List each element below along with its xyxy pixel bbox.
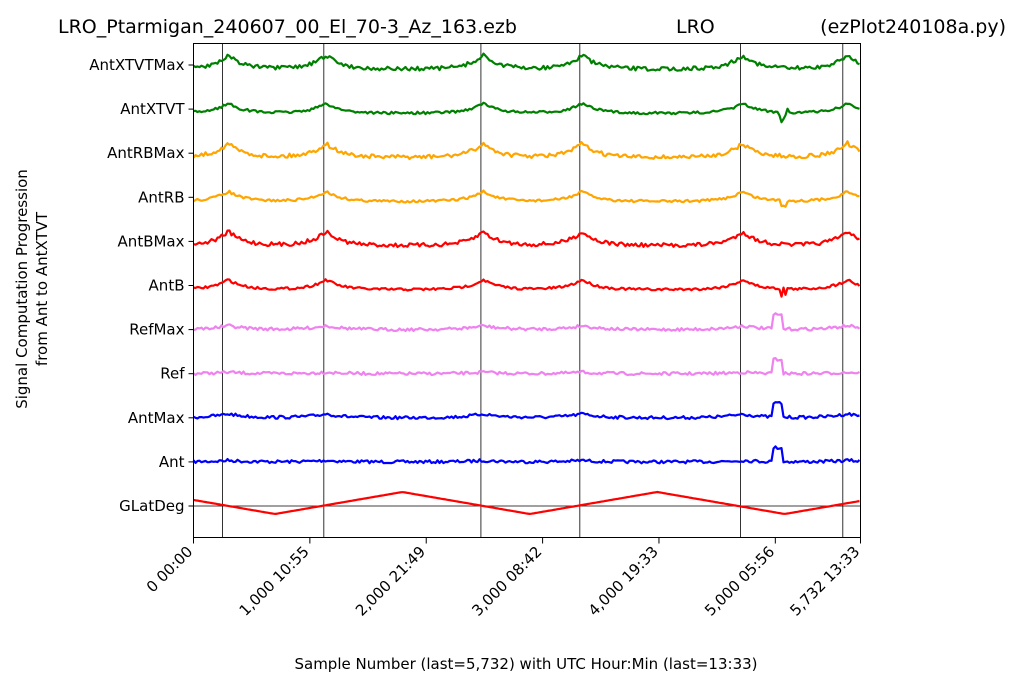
chart-title-center: LRO [676, 16, 715, 38]
plot-marks: GLatDeg Ant AntMax Ref RefMax AntB AntBMax AntR… [89, 43, 863, 620]
series-line-antmax [192, 401, 860, 421]
y-tick-label-antb: AntB [149, 277, 185, 295]
x-tick-label-0: 0 00:00 [143, 543, 196, 596]
y-tick-label-antbmax: AntBMax [118, 232, 185, 250]
y-tick-label-ref: Ref [160, 365, 185, 383]
series-line-ant [192, 445, 861, 465]
series-line-antbmax [193, 229, 860, 249]
x-axis-label: Sample Number (last=5,732) with UTC Hour… [294, 655, 757, 673]
series-line-antb [193, 278, 861, 298]
y-tick-label-refmax: RefMax [129, 321, 184, 339]
y-tick-label-ant: Ant [159, 453, 185, 471]
series-line-ref [192, 357, 861, 377]
x-tick-label-2: 2,000 21:49 [352, 543, 429, 620]
x-tick-label-5: 5,000 05:56 [701, 543, 778, 620]
y-tick-label-glatdeg: GLatDeg [119, 497, 184, 515]
y-tick-label-antrbmax: AntRBMax [107, 144, 184, 162]
series-line-antxtvtmax [192, 52, 860, 72]
series-line-glatdeg [193, 490, 860, 516]
series-line-antxtvt [193, 101, 860, 124]
x-tick-label-3: 3,000 08:42 [468, 543, 545, 620]
y-tick-label-antrb: AntRB [138, 188, 184, 206]
series-line-refmax [193, 312, 861, 333]
x-tick-label-1: 1,000 10:55 [236, 543, 313, 620]
x-tick-label-4: 4,000 19:33 [585, 543, 662, 620]
plot-frame [193, 43, 861, 538]
x-tick-label-6: 5,732 13:33 [786, 543, 863, 620]
chart-title-left: LRO_Ptarmigan_240607_00_El_70-3_Az_163.e… [58, 16, 517, 38]
series-line-antrb [192, 189, 860, 208]
y-tick-label-antxtvtmax: AntXTVTMax [89, 56, 184, 74]
y-axis-label-line2: from Ant to AntXTVT [33, 211, 51, 366]
y-axis-label-line1: Signal Computation Progression [13, 169, 31, 409]
chart-title-right: (ezPlot240108a.py) [820, 16, 1006, 38]
series-line-antrbmax [192, 140, 861, 161]
y-tick-label-antmax: AntMax [128, 409, 185, 427]
y-tick-label-antxtvt: AntXTVT [120, 100, 185, 118]
